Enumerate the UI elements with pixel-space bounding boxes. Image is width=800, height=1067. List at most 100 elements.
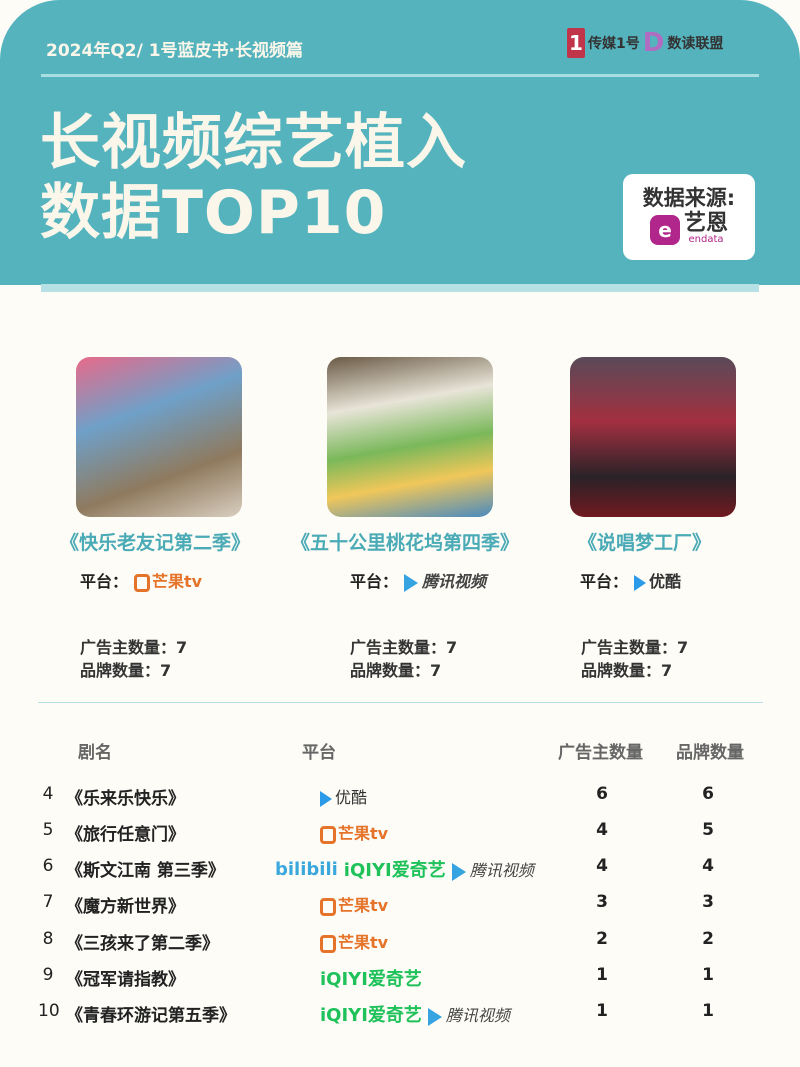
mango-tv-icon (320, 897, 336, 916)
shudu-logo-icon: D (642, 28, 665, 58)
top1-brand-count: 品牌数量：7 (80, 661, 172, 680)
table-row: 5 《旅行任意门》 芒果tv 4 5 (0, 820, 800, 856)
mango-tv-logo: 芒果tv (338, 896, 389, 915)
top3-brand-count: 品牌数量：7 (581, 661, 673, 680)
platform-cell: 芒果tv (320, 929, 388, 953)
iqiyi-logo: iQIYI爱奇艺 (320, 969, 422, 990)
table-row: 9 《冠军请指教》 iQIYI爱奇艺 1 1 (0, 965, 800, 1001)
top3-title: 《说唱梦工厂》 (578, 532, 712, 554)
top1-platform: 平台： 芒果tv (80, 568, 202, 592)
brand-count: 6 (702, 784, 714, 804)
platform-cell: iQIYI爱奇艺 (320, 965, 422, 991)
rank: 7 (42, 892, 54, 912)
brand-logos: 1 传媒1号 D 数读联盟 (567, 28, 723, 58)
platform-cell: 优酷 (320, 784, 367, 808)
report-subtitle: 2024年Q2/ 1号蓝皮书·长视频篇 (46, 41, 304, 61)
show-title: 《斯文江南 第三季》 (66, 861, 225, 881)
col-header-title: 剧名 (78, 743, 112, 763)
data-source-box: 数据来源: e 艺恩 endata (623, 174, 755, 260)
poster-3 (570, 357, 736, 517)
table-row: 7 《魔方新世界》 芒果tv 3 3 (0, 892, 800, 928)
brand-logo-2: 数读联盟 (667, 36, 724, 52)
ad-count: 1 (596, 1001, 608, 1021)
top3-ad-count: 广告主数量：7 (581, 638, 689, 657)
youku-icon (320, 790, 332, 807)
brand-count: 1 (702, 1001, 714, 1021)
divider (41, 74, 759, 77)
source-label: 数据来源: (642, 186, 736, 210)
poster-1 (76, 357, 242, 517)
mango-tv-icon (320, 934, 336, 953)
top3-platform: 平台： 优酷 (580, 568, 681, 592)
ad-count: 1 (596, 965, 608, 985)
brand-count: 1 (702, 965, 714, 985)
section-divider (38, 702, 763, 703)
top1-ad-count: 广告主数量：7 (80, 638, 188, 657)
show-title: 《魔方新世界》 (66, 897, 185, 917)
rank: 5 (42, 820, 54, 840)
endata-logo: e 艺恩 endata (623, 213, 755, 245)
top2-platform: 平台： 腾讯视频 (350, 568, 486, 592)
platform-label: 平台： (350, 572, 399, 591)
rank: 6 (42, 856, 54, 876)
brand-count: 3 (702, 892, 714, 912)
show-title: 《三孩来了第二季》 (66, 934, 219, 954)
tencent-video-logo: 腾讯视频 (445, 1006, 510, 1025)
rank: 10 (38, 1001, 60, 1021)
tencent-video-icon (451, 862, 466, 881)
ad-count: 4 (596, 820, 608, 840)
table-row: 8 《三孩来了第二季》 芒果tv 2 2 (0, 929, 800, 965)
rank: 4 (42, 784, 54, 804)
table-row: 4 《乐来乐快乐》 优酷 6 6 (0, 784, 800, 820)
platform-cell: iQIYI爱奇艺 腾讯视频 (320, 1001, 510, 1027)
tencent-video-icon (404, 573, 419, 592)
brand-logo-1: 传媒1号 (588, 36, 640, 52)
iqiyi-logo: iQIYI爱奇艺 (343, 860, 446, 881)
tencent-video-logo: 腾讯视频 (469, 861, 534, 880)
poster-2 (327, 357, 493, 517)
tencent-video-icon (427, 1007, 442, 1026)
mango-tv-logo: 芒果tv (152, 572, 203, 591)
title-line-2: 数据TOP10 (40, 178, 387, 248)
tencent-video-logo: 腾讯视频 (422, 572, 487, 591)
youku-icon (634, 574, 647, 591)
header-underline (41, 284, 759, 292)
top2-title: 《五十公里桃花坞第四季》 (291, 532, 520, 554)
rank: 8 (42, 929, 54, 949)
header-banner: 2024年Q2/ 1号蓝皮书·长视频篇 1 传媒1号 D 数读联盟 长视频综艺植… (0, 0, 800, 285)
youku-logo: 优酷 (335, 788, 368, 807)
chuanmei-logo-icon: 1 (567, 28, 585, 58)
platform-cell: 芒果tv (320, 820, 388, 844)
mango-tv-logo: 芒果tv (338, 933, 389, 952)
col-header-ad-count: 广告主数量 (558, 743, 643, 763)
mango-tv-icon (320, 825, 336, 844)
ad-count: 3 (596, 892, 608, 912)
platform-label: 平台： (580, 572, 629, 591)
top1-title: 《快乐老友记第二季》 (60, 532, 251, 554)
platform-cell: 芒果tv (320, 892, 388, 916)
ad-count: 4 (596, 856, 608, 876)
table-row: 6 《斯文江南 第三季》 bilibili iQIYI爱奇艺 腾讯视频 4 4 (0, 856, 800, 892)
endata-logo-icon: e (649, 214, 680, 245)
brand-count: 5 (702, 820, 714, 840)
ad-count: 6 (596, 784, 608, 804)
brand-count: 4 (702, 856, 714, 876)
platform-label: 平台： (80, 572, 129, 591)
col-header-brand-count: 品牌数量 (676, 743, 744, 763)
page-title: 长视频综艺植入 数据TOP10 (40, 108, 467, 248)
top2-brand-count: 品牌数量：7 (350, 661, 442, 680)
show-title: 《青春环游记第五季》 (66, 1006, 236, 1026)
brand-count: 2 (702, 929, 714, 949)
mango-tv-logo: 芒果tv (338, 824, 389, 843)
bilibili-logo: bilibili (275, 858, 338, 880)
show-title: 《旅行任意门》 (66, 825, 185, 845)
youku-logo: 优酷 (649, 572, 682, 591)
top2-ad-count: 广告主数量：7 (350, 638, 458, 657)
title-line-1: 长视频综艺植入 (40, 108, 467, 178)
endata-en: endata (688, 234, 724, 245)
ad-count: 2 (596, 929, 608, 949)
iqiyi-logo: iQIYI爱奇艺 (320, 1005, 422, 1026)
mango-tv-icon (134, 573, 151, 592)
rank: 9 (42, 965, 54, 985)
show-title: 《冠军请指教》 (66, 970, 185, 990)
